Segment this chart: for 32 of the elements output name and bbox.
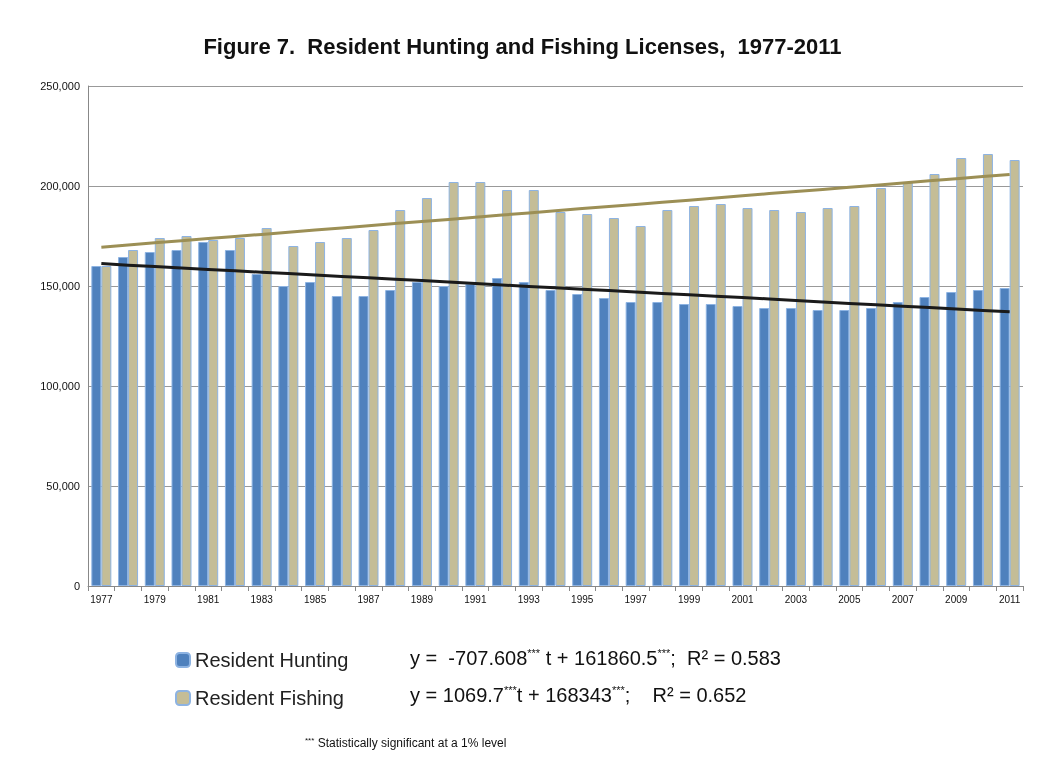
x-tick-label: 1985 — [303, 593, 327, 605]
y-tick-label: 250,000 — [40, 80, 80, 92]
x-tick-label: 1999 — [677, 593, 701, 605]
x-tick-label: 1995 — [571, 593, 594, 605]
legend-label: Resident Hunting — [195, 649, 349, 671]
y-tick-label: 50,000 — [46, 480, 80, 492]
text: *** Statistically significant at a 1% level — [305, 735, 507, 750]
x-tick-label: 1979 — [143, 593, 167, 605]
x-tick-label: 2009 — [945, 593, 968, 605]
legend-label: Resident Fishing — [195, 687, 344, 709]
x-tick-label: 1993 — [517, 593, 541, 605]
y-tick-label: 100,000 — [40, 380, 80, 392]
x-tick-label: 2011 — [998, 593, 1021, 605]
y-tick-label: 200,000 — [40, 180, 80, 192]
x-tick-label: 1977 — [90, 593, 113, 605]
text: y = -707.608*** t + 161860.5***; R² = 0.583 — [410, 646, 781, 669]
chart-title: Figure 7. Resident Hunting and Fishing Licenses, 1977-2011 — [203, 33, 842, 59]
text: y = 1069.7***t + 168343***; R² = 0.652 — [410, 683, 747, 706]
x-tick-label: 2001 — [731, 593, 755, 605]
x-tick-label: 1987 — [357, 593, 381, 605]
x-tick-label: 2007 — [891, 593, 915, 605]
x-tick-label: 1981 — [197, 593, 220, 605]
y-tick-label: 150,000 — [40, 280, 80, 292]
x-tick-label: 2005 — [838, 593, 861, 605]
line-series — [99, 172, 1012, 249]
x-tick-label: 1997 — [624, 593, 648, 605]
x-tick-label: 1991 — [464, 593, 487, 605]
y-tick-label: 0 — [73, 580, 80, 592]
line-series — [99, 262, 1012, 314]
x-tick-label: 1989 — [410, 593, 434, 605]
x-tick-label: 2003 — [784, 593, 808, 605]
x-tick-label: 1983 — [250, 593, 274, 605]
